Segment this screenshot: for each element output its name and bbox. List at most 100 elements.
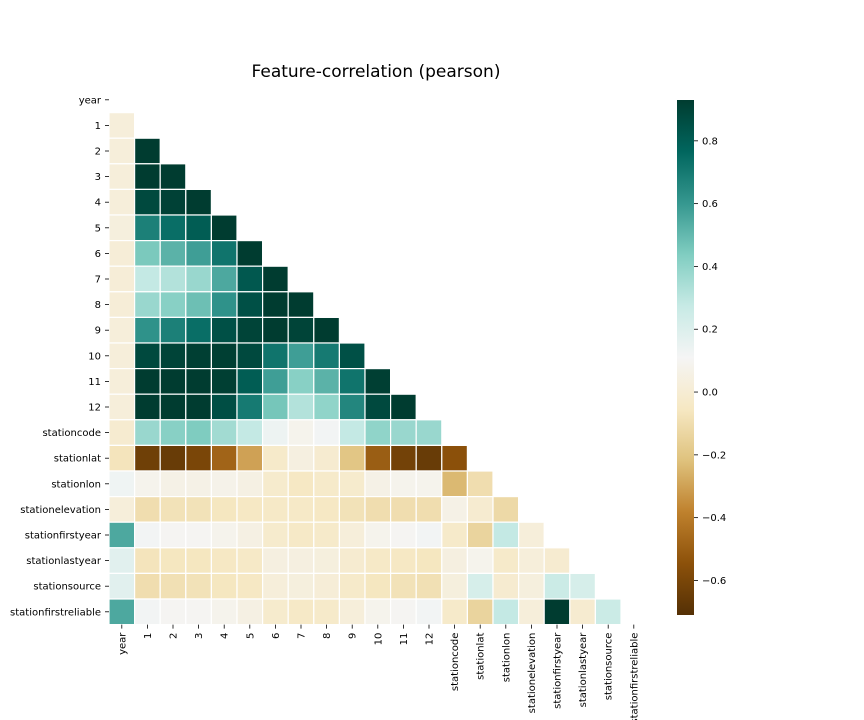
heatmap-cell bbox=[185, 393, 213, 421]
heatmap-cell bbox=[185, 368, 213, 395]
heatmap-cell bbox=[159, 547, 187, 574]
heatmap-cell bbox=[262, 598, 289, 626]
heatmap-cell bbox=[262, 316, 289, 344]
heatmap-cell bbox=[364, 444, 392, 472]
heatmap-cell bbox=[185, 547, 213, 574]
heatmap-cell bbox=[159, 598, 187, 626]
heatmap-cell bbox=[159, 188, 187, 216]
heatmap-cell bbox=[185, 444, 213, 472]
heatmap-cell bbox=[236, 547, 264, 574]
y-tick-label: 8 bbox=[95, 300, 101, 311]
x-tick-label: 3 bbox=[194, 633, 205, 639]
heatmap-cell bbox=[236, 496, 264, 523]
heatmap-cell bbox=[364, 572, 392, 600]
heatmap-cell bbox=[108, 316, 136, 344]
y-tick-label: 5 bbox=[95, 223, 101, 234]
heatmap-cell bbox=[466, 496, 494, 523]
heatmap-cell bbox=[108, 470, 136, 498]
heatmap-cell bbox=[313, 316, 340, 344]
heatmap-cell bbox=[415, 444, 443, 472]
heatmap-cell bbox=[364, 393, 392, 421]
heatmap-cell bbox=[159, 444, 187, 472]
heatmap-cell bbox=[313, 521, 340, 549]
heatmap-cell bbox=[159, 496, 187, 523]
y-tick-label: stationcode bbox=[42, 428, 101, 439]
heatmap-cell bbox=[364, 496, 392, 523]
heatmap-cell bbox=[236, 291, 264, 318]
y-tick-label: stationfirstreliable bbox=[10, 607, 101, 618]
heatmap-cell bbox=[108, 572, 136, 600]
heatmap-cell bbox=[262, 496, 289, 523]
heatmap-cell bbox=[287, 572, 315, 600]
heatmap-cell bbox=[441, 598, 468, 626]
heatmap-cell bbox=[262, 444, 289, 472]
heatmap-cell bbox=[287, 444, 315, 472]
heatmap-cell bbox=[159, 342, 187, 370]
y-tick-label: stationelevation bbox=[20, 505, 101, 516]
x-tick-label: 2 bbox=[169, 633, 180, 639]
heatmap-cell bbox=[364, 470, 392, 498]
heatmap-cell bbox=[236, 572, 264, 600]
heatmap-cell bbox=[108, 368, 136, 395]
heatmap-cell bbox=[159, 393, 187, 421]
heatmap-cell bbox=[364, 521, 392, 549]
y-tick-label: stationsource bbox=[33, 582, 101, 593]
heatmap-cell bbox=[313, 470, 340, 498]
x-tick-label: 1 bbox=[143, 633, 154, 639]
heatmap-cell bbox=[185, 316, 213, 344]
heatmap-cell bbox=[466, 598, 494, 626]
heatmap-cell bbox=[236, 265, 264, 293]
heatmap-cell bbox=[210, 342, 238, 370]
heatmap-cell bbox=[236, 316, 264, 344]
heatmap-cell bbox=[108, 240, 136, 267]
y-tick-label: year bbox=[79, 95, 102, 106]
heatmap-cell bbox=[236, 342, 264, 370]
heatmap-cell bbox=[338, 368, 366, 395]
heatmap-cell bbox=[210, 547, 238, 574]
heatmap-cell bbox=[134, 240, 161, 267]
x-tick-label: stationlastyear bbox=[578, 632, 589, 708]
heatmap-cell bbox=[210, 393, 238, 421]
heatmap-cell bbox=[338, 444, 366, 472]
heatmap-cell bbox=[108, 547, 136, 574]
heatmap-cell bbox=[108, 444, 136, 472]
heatmap-cell bbox=[210, 572, 238, 600]
heatmap-cell bbox=[390, 419, 417, 446]
heatmap-cell bbox=[159, 572, 187, 600]
heatmap-cell bbox=[159, 214, 187, 242]
heatmap-cell bbox=[236, 444, 264, 472]
heatmap-cell bbox=[287, 291, 315, 318]
heatmap-cell bbox=[108, 163, 136, 191]
heatmap-cell bbox=[210, 470, 238, 498]
heatmap-cell bbox=[364, 368, 392, 395]
heatmap-cell bbox=[134, 444, 161, 472]
heatmap-cell bbox=[262, 342, 289, 370]
heatmap-cell bbox=[390, 496, 417, 523]
heatmap-cell bbox=[492, 572, 520, 600]
heatmap-cell bbox=[210, 521, 238, 549]
heatmap-cell bbox=[159, 163, 187, 191]
heatmap-cell bbox=[466, 470, 494, 498]
x-tick-label: stationcode bbox=[450, 633, 461, 692]
y-tick-label: 11 bbox=[88, 377, 101, 388]
colorbar-tick-label: 0.4 bbox=[702, 262, 718, 273]
heatmap-cell bbox=[108, 137, 136, 165]
heatmap-cell bbox=[287, 521, 315, 549]
heatmap-cell bbox=[108, 188, 136, 216]
heatmap-cell bbox=[364, 598, 392, 626]
heatmap-cell bbox=[210, 598, 238, 626]
heatmap-cell bbox=[338, 470, 366, 498]
heatmap-cell bbox=[441, 496, 468, 523]
heatmap-cell bbox=[134, 137, 161, 165]
colorbar bbox=[677, 100, 694, 615]
x-tick-label: 12 bbox=[425, 633, 436, 646]
heatmap-cell bbox=[159, 368, 187, 395]
heatmap-cell bbox=[236, 470, 264, 498]
x-tick-label: 5 bbox=[245, 633, 256, 639]
heatmap-cell bbox=[390, 547, 417, 574]
heatmap-cell bbox=[134, 291, 161, 318]
y-tick-label: stationfirstyear bbox=[25, 531, 102, 542]
x-tick-label: 11 bbox=[399, 633, 410, 646]
heatmap-cell bbox=[185, 521, 213, 549]
y-tick-label: 4 bbox=[95, 198, 101, 209]
